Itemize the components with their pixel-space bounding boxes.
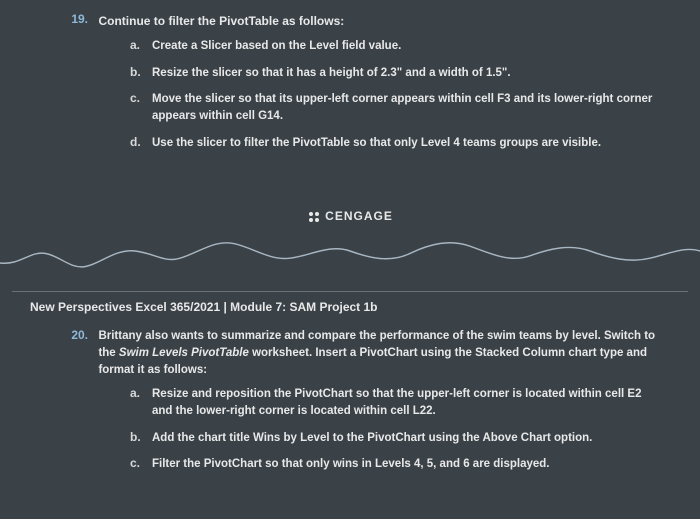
sub-item: c.Move the slicer so that its upper-left… <box>130 91 660 124</box>
sub-item: a.Resize and reposition the PivotChart s… <box>130 386 660 419</box>
sub-item-text: Filter the PivotChart so that only wins … <box>152 456 550 473</box>
question-number: 19. <box>60 12 88 26</box>
sub-item-label: a. <box>130 38 152 55</box>
cengage-logo: CENGAGE <box>307 209 393 224</box>
question-intro: Brittany also wants to summarize and com… <box>98 328 658 378</box>
question-19-subitems: a.Create a Slicer based on the Level fie… <box>130 38 660 151</box>
cengage-logo-icon <box>307 210 321 224</box>
sub-item-label: a. <box>130 386 152 419</box>
wave-graphic-icon <box>0 227 700 287</box>
brand-name: CENGAGE <box>325 209 393 223</box>
sub-item-text: Move the slicer so that its upper-left c… <box>152 91 660 124</box>
sub-item-label: b. <box>130 430 152 447</box>
sub-item-label: d. <box>130 135 152 152</box>
question-number: 20. <box>60 328 88 342</box>
sub-item-label: c. <box>130 91 152 124</box>
question-20-block: 20. Brittany also wants to summarize and… <box>0 320 700 473</box>
sub-item-text: Resize and reposition the PivotChart so … <box>152 386 660 419</box>
section-header: New Perspectives Excel 365/2021 | Module… <box>12 291 688 320</box>
question-20-subitems: a.Resize and reposition the PivotChart s… <box>130 386 660 473</box>
sub-item: b.Add the chart title Wins by Level to t… <box>130 430 660 447</box>
sub-item: b.Resize the slicer so that it has a hei… <box>130 65 660 82</box>
sub-item-label: b. <box>130 65 152 82</box>
sub-item-text: Resize the slicer so that it has a heigh… <box>152 65 511 82</box>
sub-item-text: Add the chart title Wins by Level to the… <box>152 430 592 447</box>
sub-item-text: Create a Slicer based on the Level field… <box>152 38 401 55</box>
brand-divider: CENGAGE <box>0 221 700 291</box>
question-19-block: 19. Continue to filter the PivotTable as… <box>0 0 700 151</box>
sub-item-label: c. <box>130 456 152 473</box>
question-intro: Continue to filter the PivotTable as fol… <box>98 14 658 28</box>
sub-item: a.Create a Slicer based on the Level fie… <box>130 38 660 55</box>
sub-item-text: Use the slicer to filter the PivotTable … <box>152 135 601 152</box>
sub-item: c.Filter the PivotChart so that only win… <box>130 456 660 473</box>
sub-item: d.Use the slicer to filter the PivotTabl… <box>130 135 660 152</box>
